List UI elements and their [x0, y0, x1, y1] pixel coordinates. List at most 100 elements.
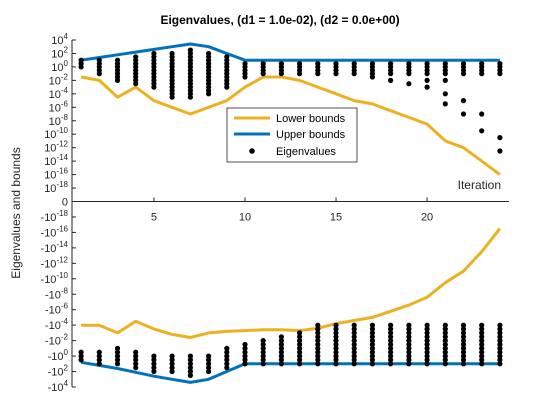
eigenvalue-point-negative: [315, 357, 321, 363]
eigenvalue-point-negative: [424, 361, 430, 367]
eigenvalue-point-negative: [315, 341, 321, 348]
eigenvalue-point-negative: [278, 341, 284, 348]
eigenvalue-point-negative: [260, 349, 266, 355]
eigenvalue-point-negative: [169, 353, 175, 359]
eigenvalue-point-negative: [351, 338, 357, 344]
y-tick-label: 10-14: [44, 153, 68, 168]
eigenvalue-point-negative: [351, 353, 357, 359]
eigenvalue-point-negative: [479, 334, 485, 340]
eigenvalue-point-negative: [96, 349, 102, 355]
eigenvalue-point-negative: [297, 345, 303, 351]
eigenvalue-point-negative: [278, 334, 284, 340]
eigenvalue-point-negative: [260, 353, 266, 359]
eigenvalue-point-negative: [442, 330, 448, 336]
eigenvalue-point-negative: [169, 365, 175, 371]
eigenvalue-point-negative: [351, 349, 357, 355]
eigenvalue-point-negative: [406, 322, 412, 328]
y-tick-label: 10-2: [49, 72, 69, 87]
eigenvalue-point-negative: [297, 361, 303, 367]
eigenvalue-point-negative: [133, 357, 139, 363]
eigenvalue-point-positive: [206, 91, 212, 97]
eigenvalue-point-negative: [442, 322, 448, 328]
eigenvalue-point-negative: [333, 341, 339, 348]
eigenvalue-point-positive: [369, 74, 375, 80]
eigenvalue-point-negative: [96, 353, 102, 359]
eigenvalue-point-negative: [460, 361, 467, 367]
eigenvalue-point-positive: [442, 101, 448, 107]
eigenvalue-point-positive: [278, 71, 284, 77]
eigenvalue-point-negative: [169, 368, 175, 375]
y-tick-label: -100: [48, 348, 69, 363]
legend-label-upper-bounds: Upper bounds: [276, 129, 346, 141]
eigenvalue-point-negative: [315, 345, 321, 351]
eigenvalue-point-negative: [388, 338, 394, 344]
y-tick-label: -10-18: [41, 209, 69, 224]
eigenvalue-point-negative: [497, 353, 503, 359]
y-tick-label: -10-10: [41, 271, 69, 286]
y-tick-label: -10-6: [45, 302, 69, 317]
eigenvalue-point-negative: [424, 334, 430, 340]
eigenvalue-point-negative: [224, 353, 230, 359]
eigenvalue-point-negative: [369, 361, 375, 367]
eigenvalue-point-negative: [224, 357, 230, 363]
legend: Lower bounds Upper bounds Eigenvalues: [226, 107, 358, 163]
eigenvalue-point-negative: [406, 334, 412, 340]
x-tick-label: 5: [151, 212, 157, 224]
eigenvalue-point-positive: [479, 128, 485, 134]
eigenvalue-point-negative: [315, 334, 321, 340]
eigenvalue-point-negative: [260, 345, 266, 351]
eigenvalue-point-negative: [96, 357, 102, 363]
eigenvalue-point-negative: [242, 357, 248, 363]
eigenvalue-point-negative: [497, 349, 503, 355]
y-tick-label: 10-18: [44, 180, 68, 195]
eigenvalue-point-negative: [460, 345, 467, 351]
eigenvalue-point-negative: [333, 357, 339, 363]
eigenvalue-point-positive: [114, 77, 121, 83]
eigenvalue-point-negative: [151, 368, 157, 375]
x-tick-label: 15: [330, 212, 342, 224]
eigenvalue-point-negative: [479, 322, 485, 328]
eigenvalue-point-negative: [333, 334, 339, 340]
eigenvalue-point-negative: [424, 353, 430, 359]
eigenvalue-point-negative: [424, 345, 430, 351]
eigenvalue-point-negative: [406, 349, 412, 355]
eigenvalue-point-negative: [460, 330, 467, 336]
eigenvalue-point-negative: [315, 326, 321, 332]
eigenvalue-point-negative: [133, 361, 139, 367]
eigenvalue-point-negative: [187, 368, 193, 375]
eigenvalue-point-negative: [278, 349, 284, 355]
eigenvalue-point-negative: [315, 349, 321, 355]
eigenvalue-point-negative: [424, 338, 430, 344]
eigenvalue-point-negative: [460, 349, 467, 355]
eigenvalue-point-positive: [406, 81, 412, 87]
eigenvalue-point-negative: [114, 349, 121, 355]
eigenvalue-point-negative: [460, 326, 467, 332]
eigenvalue-point-positive: [388, 71, 394, 77]
eigenvalue-point-negative: [388, 330, 394, 336]
eigenvalue-point-positive: [442, 77, 448, 83]
eigenvalue-point-negative: [442, 334, 448, 340]
x-tick-label: 20: [421, 212, 433, 224]
eigenvalue-point-negative: [369, 326, 375, 332]
eigenvalue-point-negative: [497, 345, 503, 351]
eigenvalue-point-negative: [424, 341, 430, 348]
eigenvalue-point-negative: [460, 334, 467, 340]
eigenvalue-point-positive: [133, 81, 139, 87]
eigenvalue-point-negative: [424, 330, 430, 336]
y-tick-label: -10-14: [41, 240, 69, 255]
eigenvalue-point-negative: [333, 326, 339, 332]
eigenvalue-point-negative: [460, 338, 467, 344]
eigenvalue-point-negative: [114, 361, 121, 367]
eigenvalue-point-negative: [333, 361, 339, 367]
eigenvalue-point-positive: [151, 84, 157, 90]
eigenvalue-point-negative: [442, 345, 448, 351]
eigenvalue-point-negative: [497, 322, 503, 328]
eigenvalue-point-positive: [497, 135, 503, 141]
eigenvalue-point-negative: [406, 357, 412, 363]
eigenvalue-point-negative: [114, 345, 121, 351]
eigenvalue-point-negative: [351, 341, 357, 348]
eigenvalue-point-negative: [351, 345, 357, 351]
eigenvalue-point-positive: [169, 94, 175, 100]
eigenvalue-point-negative: [169, 361, 175, 367]
eigenvalue-point-negative: [388, 322, 394, 328]
